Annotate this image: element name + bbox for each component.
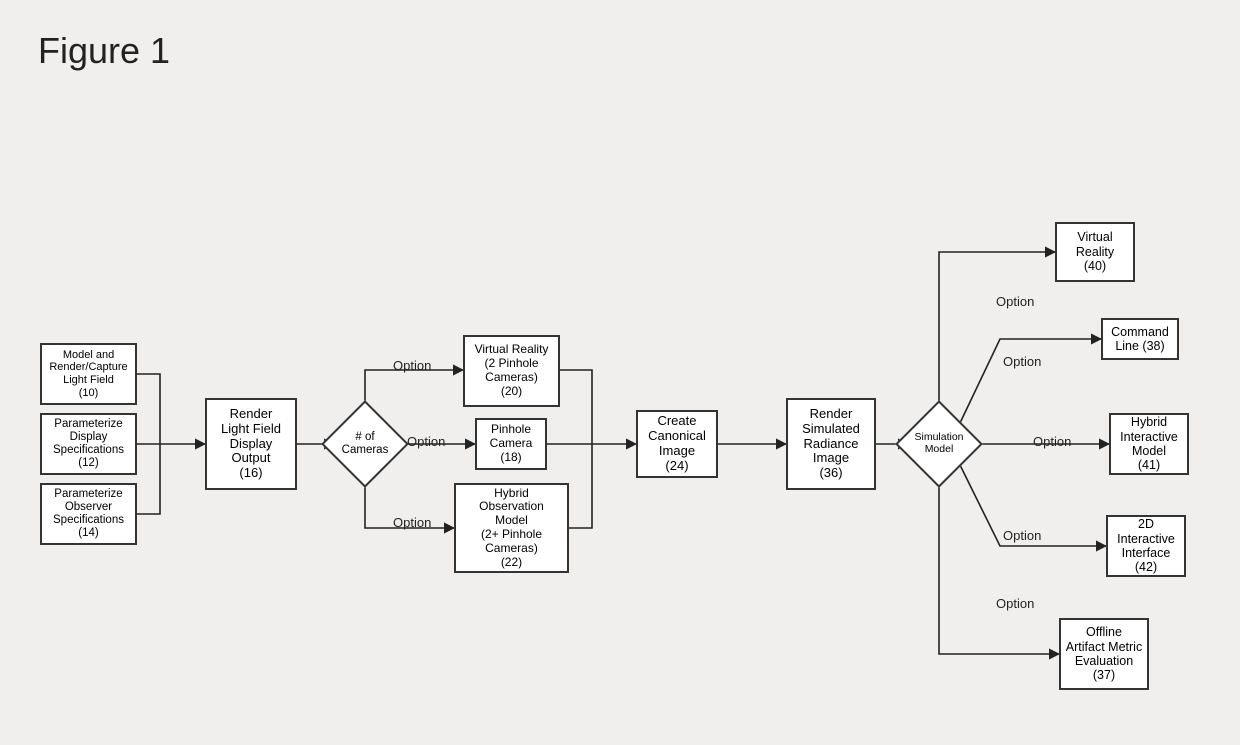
option-label: Option (1033, 434, 1071, 449)
flow-node-n36: RenderSimulatedRadianceImage(36) (786, 398, 876, 490)
flow-edge (560, 370, 592, 444)
flow-edge (137, 444, 160, 514)
option-label: Option (1003, 354, 1041, 369)
flow-node-n22: HybridObservationModel(2+ PinholeCameras… (454, 483, 569, 573)
flow-node-n24: CreateCanonicalImage(24) (636, 410, 718, 478)
flow-node-n40: VirtualReality(40) (1055, 222, 1135, 282)
option-label: Option (407, 434, 445, 449)
edge-layer (0, 0, 1240, 745)
option-label: Option (996, 596, 1034, 611)
flow-node-n37: OfflineArtifact MetricEvaluation(37) (1059, 618, 1149, 690)
flow-edge (960, 339, 1101, 423)
flow-node-n12: ParameterizeDisplaySpecifications(12) (40, 413, 137, 475)
flow-diamond-d_sim: SimulationModel (908, 413, 970, 475)
flow-edge (939, 252, 1055, 413)
flow-diamond-d_cam: # ofCameras (334, 413, 396, 475)
figure-title: Figure 1 (38, 30, 170, 72)
option-label: Option (393, 358, 431, 373)
flow-node-n16: RenderLight FieldDisplayOutput(16) (205, 398, 297, 490)
flow-edge (137, 374, 160, 444)
option-label: Option (996, 294, 1034, 309)
flow-node-n10: Model andRender/CaptureLight Field(10) (40, 343, 137, 405)
flow-edge (365, 370, 463, 413)
flow-node-n14: ParameterizeObserverSpecifications(14) (40, 483, 137, 545)
flow-edge (939, 475, 1059, 654)
option-label: Option (393, 515, 431, 530)
option-label: Option (1003, 528, 1041, 543)
flow-node-n20: Virtual Reality(2 PinholeCameras)(20) (463, 335, 560, 407)
flow-node-n18: PinholeCamera(18) (475, 418, 547, 470)
flow-node-n41: HybridInteractiveModel(41) (1109, 413, 1189, 475)
flow-node-n42: 2DInteractiveInterface(42) (1106, 515, 1186, 577)
flow-edge (569, 444, 592, 528)
flow-node-n38: CommandLine (38) (1101, 318, 1179, 360)
